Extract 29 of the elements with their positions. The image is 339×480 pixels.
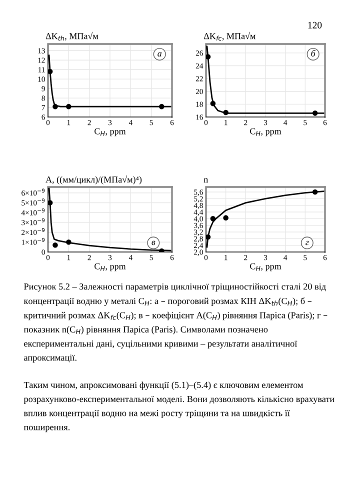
point <box>223 215 228 220</box>
x-axis-title: C$_{H}$, ppm <box>94 128 126 136</box>
point <box>210 216 216 222</box>
point <box>223 110 228 116</box>
point <box>52 242 58 248</box>
point <box>206 234 211 240</box>
x-axis-title: C$_{H}$, ppm <box>250 263 282 272</box>
x-axis-title: C$_{H}$, ppm <box>94 263 126 272</box>
point <box>312 189 318 195</box>
annotation: а <box>158 52 162 56</box>
y-axis-title: ΔK$_{th}$, МПа√м <box>46 32 98 41</box>
line-series <box>206 46 325 114</box>
point <box>312 110 318 116</box>
annotation: б <box>311 50 316 56</box>
point <box>66 239 72 245</box>
text: 120 <box>308 22 322 28</box>
x-axis-title: C$_{H}$, ppm <box>250 128 282 136</box>
point <box>159 248 164 252</box>
annotation: в <box>152 240 156 246</box>
line-series <box>206 190 325 248</box>
y-axis-title: n <box>204 178 208 182</box>
text: Рисунок 5.2 – Залежності параметрів циклічної тріщиностійкості сталі 20 від концентрації водню у металі C$_{H}$: а – пороговий розмах КІН ΔK$_{th}$(C$_{H}$); б – критичний розмах ΔK$_{fc}$(C$_{H}$); в – коефіцієнт A(C$_{H}$) рівняння Паріса (Paris); г – показник n(C$_{H}$) рівняння Паріса (Paris). Символами позначено експериментальні дані, суцільними кривими – результати аналітичної апроксимації. <box>24 283 328 363</box>
y-axis-title: A, ((мм/цикл)/(МПа√м)⁴) <box>46 175 142 184</box>
point <box>210 100 216 106</box>
y-axis-title: ΔK$_{fc}$, МПа√м <box>204 32 256 41</box>
point <box>48 200 53 206</box>
point <box>206 54 211 60</box>
annotation: г <box>306 240 309 246</box>
text: Таким чином, апроксимовані функції (5.1)–(5.4) є ключовим елементом розрахунково-експериментальної моделі. Вони дозволяють кількісно врахувати вплив концентрації водню на межі росту тріщини та на швидкість її поширення. <box>24 382 334 432</box>
